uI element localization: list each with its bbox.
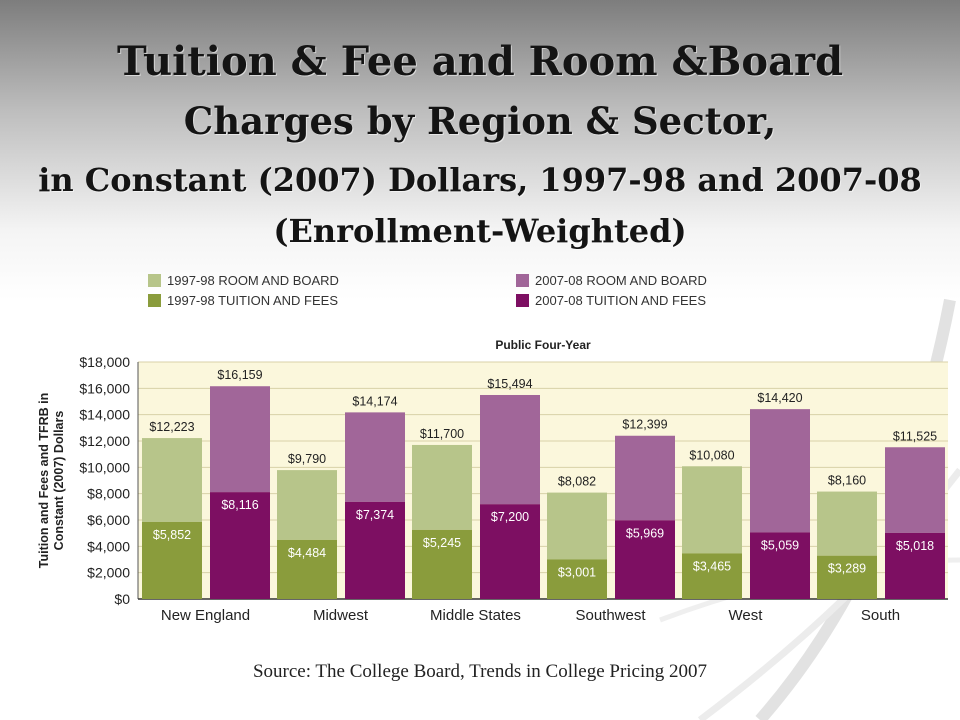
- data-label-2007-total-midwest: $14,174: [352, 394, 397, 408]
- x-tick-label-midwest: Midwest: [313, 607, 369, 624]
- data-label-1997-tuition-west: $3,465: [693, 559, 731, 573]
- bar-2007-tuition-southwest: [615, 520, 675, 599]
- y-tick-label: $8,000: [87, 486, 130, 502]
- y-axis-label-line-2: Constant (2007) Dollars: [52, 411, 66, 551]
- bar-2007-tuition-midwest: [345, 501, 405, 599]
- y-tick-label: $0: [114, 591, 130, 607]
- x-tick-label-southwest: Southwest: [575, 607, 646, 624]
- y-tick-label: $18,000: [79, 354, 130, 370]
- bar-2007-tuition-south: [885, 532, 945, 599]
- bar-1997-tuition-south: [817, 555, 877, 599]
- chart-title: Public Four-Year: [495, 338, 591, 352]
- y-tick-label: $2,000: [87, 565, 130, 581]
- bar-2007-room-board-west: [750, 409, 810, 533]
- legend-label-2007-room-board: 2007-08 ROOM AND BOARD: [535, 272, 707, 288]
- bar-1997-tuition-middle-states: [412, 529, 472, 599]
- bar-1997-room-board-south: [817, 491, 877, 556]
- bar-2007-tuition-west: [750, 532, 810, 599]
- data-label-2007-tuition-new-england: $8,116: [221, 498, 258, 512]
- data-label-2007-total-west: $14,420: [757, 391, 802, 405]
- legend-item-2007-room-board: 2007-08 ROOM AND BOARD: [516, 271, 707, 289]
- bar-1997-room-board-southwest: [547, 492, 607, 560]
- slide-title-line-1: Tuition & Fee and Room &Board: [116, 38, 844, 85]
- x-tick-label-south: South: [861, 607, 900, 624]
- bar-1997-room-board-middle-states: [412, 444, 472, 530]
- bar-1997-room-board-midwest: [277, 470, 337, 540]
- bar-2007-room-board-middle-states: [480, 394, 540, 505]
- bar-2007-room-board-southwest: [615, 435, 675, 521]
- data-label-2007-tuition-midwest: $7,374: [356, 508, 394, 522]
- x-tick-label-middle-states: Middle States: [430, 607, 521, 624]
- data-label-2007-tuition-west: $5,059: [761, 538, 799, 552]
- data-label-2007-total-new-england: $16,159: [217, 368, 262, 382]
- data-label-1997-total-southwest: $8,082: [558, 475, 596, 489]
- data-label-2007-tuition-southwest: $5,969: [626, 526, 664, 540]
- legend-label-1997-tuition-fees: 1997-98 TUITION AND FEES: [167, 292, 338, 308]
- source-caption: Source: The College Board, Trends in Col…: [252, 661, 708, 682]
- x-tick-label-new-england: New England: [161, 607, 250, 624]
- data-label-1997-total-west: $10,080: [689, 448, 734, 462]
- legend-item-1997-room-board: 1997-98 ROOM AND BOARD: [148, 271, 339, 289]
- data-label-2007-total-middle-states: $15,494: [487, 377, 532, 391]
- bar-2007-room-board-new-england: [210, 386, 270, 493]
- slide-title-line-3: in Constant (2007) Dollars, 1997-98 and …: [38, 161, 922, 199]
- data-label-2007-tuition-middle-states: $7,200: [491, 510, 529, 524]
- legend-item-1997-tuition-fees: 1997-98 TUITION AND FEES: [148, 291, 338, 309]
- bar-1997-tuition-midwest: [277, 539, 337, 599]
- data-label-1997-tuition-new-england: $5,852: [153, 528, 191, 542]
- data-label-2007-total-southwest: $12,399: [622, 418, 667, 432]
- bar-1997-room-board-west: [682, 466, 742, 554]
- legend-item-2007-tuition-fees: 2007-08 TUITION AND FEES: [516, 291, 706, 309]
- slide-title-line-4: (Enrollment-Weighted): [273, 212, 687, 250]
- data-label-2007-total-south: $11,525: [893, 429, 937, 443]
- bar-1997-room-board-new-england: [142, 438, 202, 522]
- y-tick-label: $6,000: [87, 512, 130, 528]
- x-tick-label-west: West: [729, 607, 764, 624]
- data-label-1997-tuition-south: $3,289: [828, 562, 866, 576]
- legend-label-2007-tuition-fees: 2007-08 TUITION AND FEES: [535, 292, 706, 308]
- y-axis-label-line-1: Tuition and Fees and TFRB in: [37, 393, 51, 568]
- bar-2007-tuition-new-england: [210, 492, 270, 599]
- y-tick-label: $10,000: [79, 459, 130, 475]
- legend-label-1997-room-board: 1997-98 ROOM AND BOARD: [167, 272, 339, 288]
- bar-2007-room-board-midwest: [345, 412, 405, 502]
- bar-1997-tuition-new-england: [142, 521, 202, 599]
- bar-2007-room-board-south: [885, 447, 945, 533]
- y-axis-label: Tuition and Fees and TFRB in Constant (20…: [37, 393, 66, 568]
- legend-swatch-2007-tuition-fees: [516, 293, 529, 307]
- y-tick-label: $16,000: [79, 380, 130, 396]
- y-tick-label: $12,000: [79, 433, 130, 449]
- plot-area: [138, 362, 948, 599]
- bar-1997-tuition-southwest: [547, 559, 607, 599]
- data-label-1997-total-new-england: $12,223: [149, 420, 194, 434]
- data-label-2007-tuition-south: $5,018: [896, 539, 934, 553]
- data-label-1997-tuition-southwest: $3,001: [558, 565, 596, 579]
- data-label-1997-tuition-middle-states: $5,245: [423, 536, 461, 550]
- bar-1997-tuition-west: [682, 553, 742, 599]
- data-label-1997-total-south: $8,160: [828, 474, 866, 488]
- legend-swatch-2007-room-board: [516, 273, 529, 287]
- data-label-1997-total-middle-states: $11,700: [420, 427, 464, 441]
- data-label-1997-total-midwest: $9,790: [288, 452, 326, 466]
- y-tick-label: $14,000: [79, 407, 130, 423]
- legend-swatch-1997-tuition-fees: [148, 293, 161, 307]
- bar-2007-tuition-middle-states: [480, 504, 540, 599]
- data-label-1997-tuition-midwest: $4,484: [288, 546, 326, 560]
- legend-swatch-1997-room-board: [148, 273, 161, 287]
- slide-title-line-2: Charges by Region & Sector,: [183, 99, 777, 143]
- y-tick-label: $4,000: [87, 538, 130, 554]
